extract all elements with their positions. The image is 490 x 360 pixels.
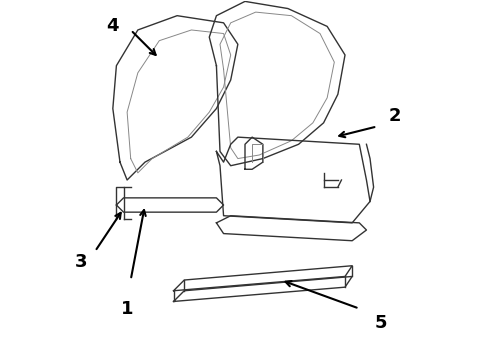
Text: 1: 1 [121, 300, 133, 318]
Text: 2: 2 [389, 107, 401, 125]
Text: 4: 4 [107, 17, 119, 35]
Text: 3: 3 [74, 253, 87, 271]
Text: 5: 5 [374, 314, 387, 332]
